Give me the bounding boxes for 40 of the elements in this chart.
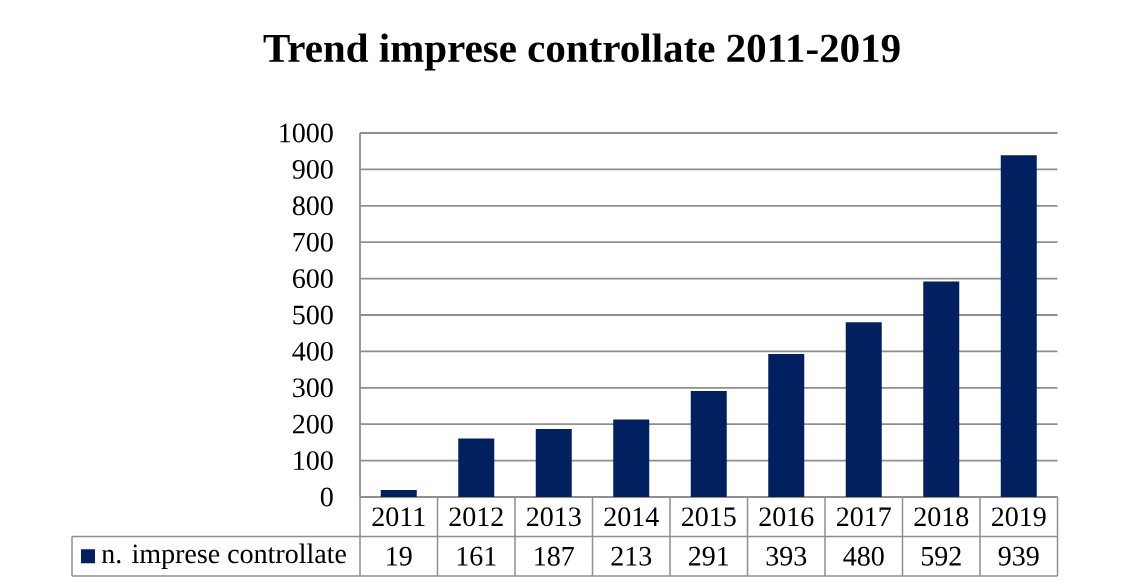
data-label: 161	[457, 546, 496, 566]
x-tick-label: 2011	[372, 507, 425, 527]
data-label: 592	[921, 546, 961, 566]
y-tick-label: 500	[293, 305, 333, 325]
bar	[690, 391, 727, 497]
x-tick-label: 2018	[914, 507, 969, 527]
bar	[613, 419, 650, 497]
y-tick-label: 600	[293, 269, 333, 289]
data-label: 291	[688, 546, 729, 566]
y-tick-label: 300	[293, 378, 333, 398]
y-tick-label: 800	[292, 196, 333, 216]
y-tick-label: 1000	[280, 123, 333, 143]
y-tick-label: 700	[293, 232, 333, 252]
y-tick-label: 100	[294, 451, 333, 471]
chart-title: Trend imprese controllate 2011-2019	[263, 33, 900, 71]
bar	[923, 281, 960, 497]
x-tick-label: 2019	[991, 507, 1046, 527]
bar	[458, 438, 495, 497]
x-tick-label: 2013	[526, 507, 581, 527]
y-tick-label: 400	[292, 341, 333, 361]
x-tick-label: 2016	[759, 507, 814, 527]
x-tick-label: 2014	[604, 507, 659, 527]
bar	[768, 353, 805, 497]
y-tick-label: 0	[320, 487, 333, 507]
y-tick-label: 900	[292, 159, 333, 179]
data-label: 187	[535, 546, 574, 566]
data-label: 939	[998, 546, 1039, 566]
bar	[380, 490, 417, 497]
x-tick-label: 2012	[449, 507, 503, 527]
bar	[845, 322, 882, 497]
data-label: 480	[843, 546, 884, 566]
data-label: 393	[766, 546, 807, 566]
data-label: 19	[387, 546, 412, 566]
bar	[1000, 155, 1037, 497]
x-tick-label: 2017	[836, 507, 891, 527]
data-label: 213	[611, 546, 652, 566]
x-tick-label: 2015	[681, 507, 736, 527]
y-tick-label: 200	[293, 414, 333, 434]
bar	[535, 428, 572, 497]
legend-label: n. imprese controllate	[101, 543, 346, 569]
